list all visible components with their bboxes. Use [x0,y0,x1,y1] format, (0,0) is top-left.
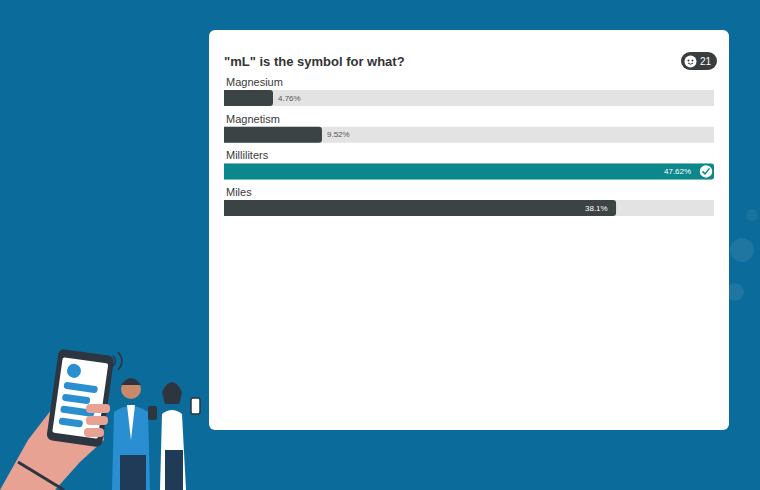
svg-text:Magnetism: Magnetism [226,113,280,125]
html-text:21: 21 [700,55,712,67]
svg-text:38.1%: 38.1% [585,204,608,213]
svg-text:"mL" is the symbol for what?: "mL" is the symbol for what? [224,54,405,69]
svg-text:47.62%: 47.62% [664,167,691,176]
svg-text:Miles: Miles [226,186,252,198]
svg-text:Milliliters: Milliliters [226,149,269,161]
svg-text:4.76%: 4.76% [278,94,301,103]
svg-text:Magnesium: Magnesium [226,76,283,88]
svg-text:9.52%: 9.52% [327,130,350,139]
